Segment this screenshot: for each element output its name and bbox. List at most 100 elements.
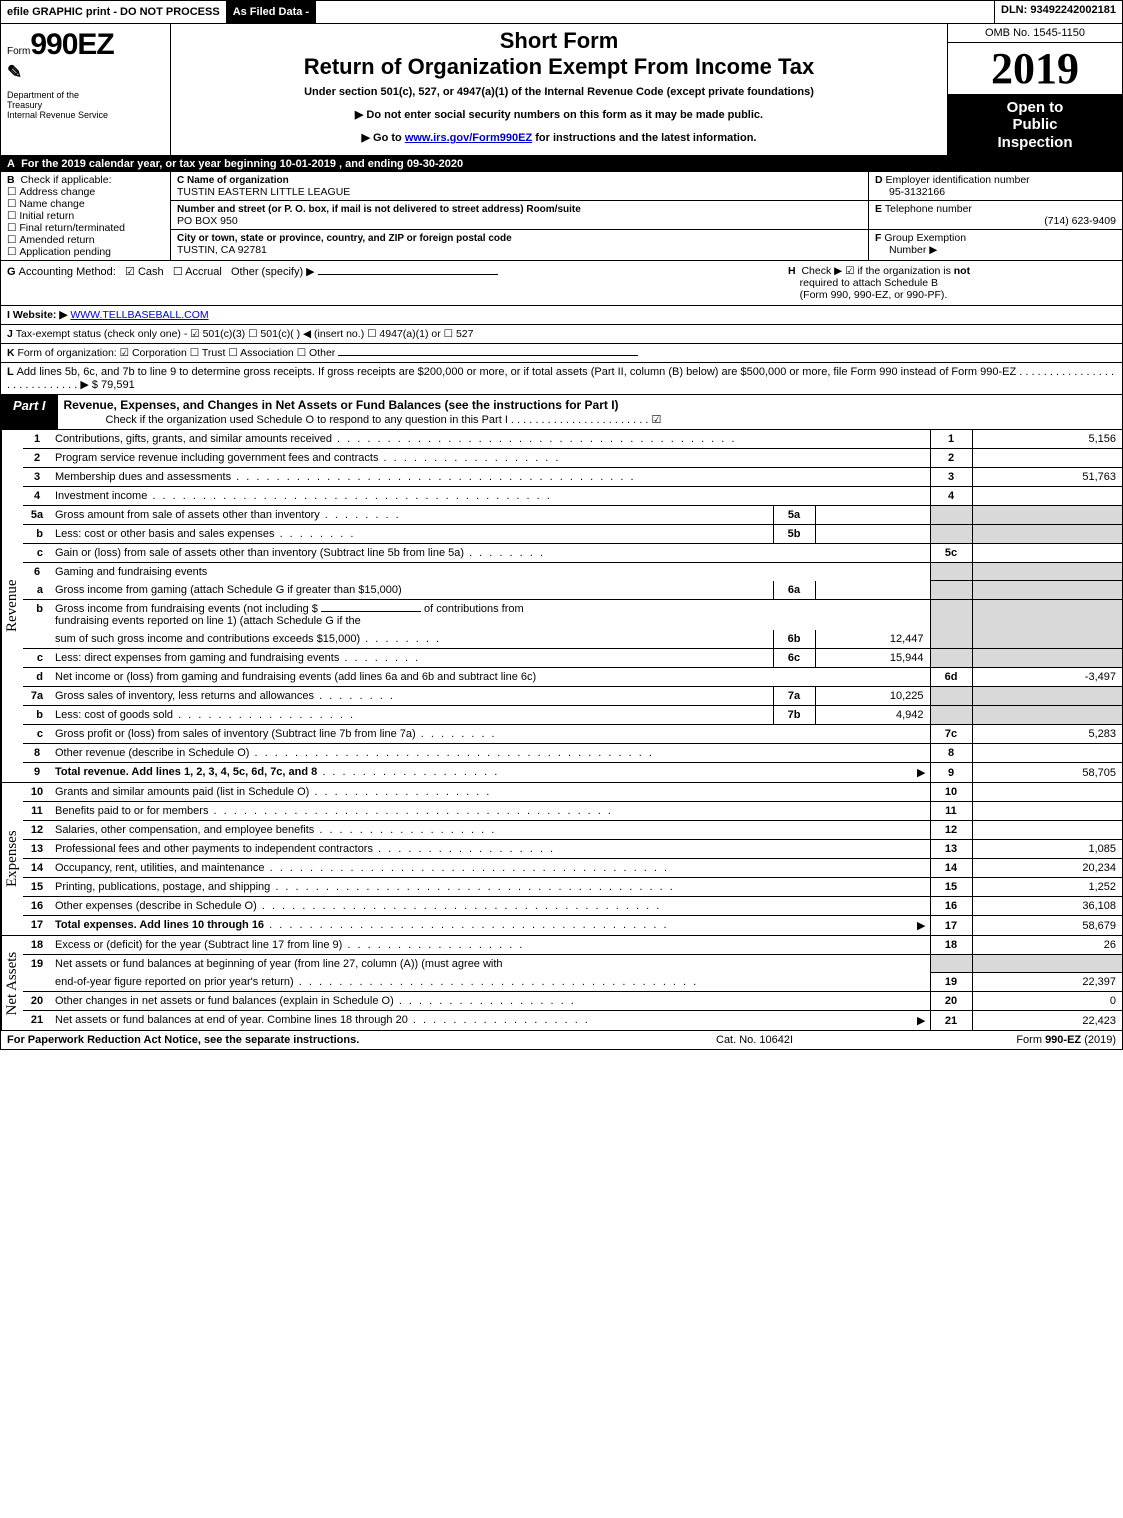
line-13: 13 Professional fees and other payments … xyxy=(23,839,1122,858)
chk-name-change[interactable]: ☐ Name change xyxy=(7,198,164,210)
line-5c: c Gain or (loss) from sale of assets oth… xyxy=(23,543,1122,562)
c-city-label: City or town, state or province, country… xyxy=(177,233,512,244)
h-text2: required to attach Schedule B xyxy=(800,277,938,289)
line-12: 12 Salaries, other compensation, and emp… xyxy=(23,820,1122,839)
line-4: 4 Investment income 4 xyxy=(23,486,1122,505)
page-footer: For Paperwork Reduction Act Notice, see … xyxy=(1,1030,1122,1049)
part1-label: Part I xyxy=(1,395,58,429)
g-other-input[interactable] xyxy=(318,274,498,275)
dept-treasury: Department of the Treasury Internal Reve… xyxy=(7,90,164,120)
efile-print-label: efile GRAPHIC print - DO NOT PROCESS xyxy=(1,1,227,23)
l-gross-receipts-row: L Add lines 5b, 6c, and 7b to line 9 to … xyxy=(1,363,1122,395)
line-9: 9 Total revenue. Add lines 1, 2, 3, 4, 5… xyxy=(23,762,1122,782)
footer-left: For Paperwork Reduction Act Notice, see … xyxy=(7,1034,716,1046)
revenue-block: Revenue 1 Contributions, gifts, grants, … xyxy=(1,430,1122,783)
d-tel-value: (714) 623-9409 xyxy=(875,215,1116,227)
b-check-if-applicable: B Check if applicable: ☐ Address change … xyxy=(1,172,171,260)
line-7a: 7a Gross sales of inventory, less return… xyxy=(23,686,1122,705)
header-mid: Short Form Return of Organization Exempt… xyxy=(171,24,947,155)
open-line1: Open to xyxy=(1007,99,1064,116)
gh-row: G Accounting Method: ☑ Cash ☐ Accrual Ot… xyxy=(1,261,1122,306)
j-text: Tax-exempt status (check only one) - ☑ 5… xyxy=(16,328,474,340)
header-left: Form990EZ ✎ Department of the Treasury I… xyxy=(1,24,171,155)
chk-application-pending[interactable]: ☐ Application pending xyxy=(7,246,164,258)
h-text3: (Form 990, 990-EZ, or 990-PF). xyxy=(800,289,948,301)
line-6: 6 Gaming and fundraising events xyxy=(23,562,1122,581)
line-6c: c Less: direct expenses from gaming and … xyxy=(23,648,1122,667)
c-city-row: City or town, state or province, country… xyxy=(171,230,868,258)
part1-check-note: Check if the organization used Schedule … xyxy=(64,414,662,426)
line-19-2: end-of-year figure reported on prior yea… xyxy=(23,973,1122,992)
open-line2: Public xyxy=(1012,116,1057,133)
line-6d: d Net income or (loss) from gaming and f… xyxy=(23,667,1122,686)
line-19-1: 19 Net assets or fund balances at beginn… xyxy=(23,954,1122,973)
form-number: Form990EZ xyxy=(7,28,164,62)
chk-accrual[interactable]: ☐ Accrual xyxy=(173,266,222,278)
tax-year: 2019 xyxy=(948,43,1122,95)
line-6a: a Gross income from gaming (attach Sched… xyxy=(23,581,1122,600)
form-prefix: Form xyxy=(7,46,30,57)
footer-catno: Cat. No. 10642I xyxy=(716,1034,916,1046)
c-addr-label: Number and street (or P. O. box, if mail… xyxy=(177,204,581,215)
dept-line1: Department of the xyxy=(7,90,79,100)
part1-title-row: Part I Revenue, Expenses, and Changes in… xyxy=(1,395,1122,430)
chk-cash[interactable]: ☑ Cash xyxy=(125,266,164,278)
line-7c: c Gross profit or (loss) from sales of i… xyxy=(23,724,1122,743)
line-6b-1: b Gross income from fundraising events (… xyxy=(23,599,1122,630)
line-7b: b Less: cost of goods sold 7b 4,942 xyxy=(23,705,1122,724)
l-text: Add lines 5b, 6c, and 7b to line 9 to de… xyxy=(7,366,1114,391)
i-website-link[interactable]: WWW.TELLBASEBALL.COM xyxy=(70,309,208,321)
line-1: 1 Contributions, gifts, grants, and simi… xyxy=(23,430,1122,449)
d-col: D Employer identification number 95-3132… xyxy=(869,172,1122,260)
sidelabel-revenue: Revenue xyxy=(1,430,23,782)
chk-address-change[interactable]: ☐ Address change xyxy=(7,186,164,198)
c-addr-row: Number and street (or P. O. box, if mail… xyxy=(171,201,868,230)
bcd-block: B Check if applicable: ☐ Address change … xyxy=(1,172,1122,261)
expenses-block: Expenses 10 Grants and similar amounts p… xyxy=(1,783,1122,936)
d-tel-row: E Telephone number (714) 623-9409 xyxy=(869,201,1122,230)
part1-title: Revenue, Expenses, and Changes in Net As… xyxy=(58,395,1122,429)
omb-number: OMB No. 1545-1150 xyxy=(948,24,1122,43)
line-2: 2 Program service revenue including gove… xyxy=(23,448,1122,467)
j-tax-exempt-row: J Tax-exempt status (check only one) - ☑… xyxy=(1,325,1122,344)
dln-label: DLN: 93492242002181 xyxy=(994,1,1122,23)
form-header: Form990EZ ✎ Department of the Treasury I… xyxy=(1,23,1122,156)
chk-amended-return[interactable]: ☐ Amended return xyxy=(7,234,164,246)
d-grp-label2: Number ▶ xyxy=(875,244,937,256)
chk-final-return[interactable]: ☐ Final return/terminated xyxy=(7,222,164,234)
i-label: Website: ▶ xyxy=(13,309,68,321)
h-schedule-b: H Check ▶ ☑ if the organization is not r… xyxy=(782,261,1122,305)
g-label: Accounting Method: xyxy=(19,266,116,278)
sidelabel-netassets: Net Assets xyxy=(1,936,23,1031)
netassets-table: 18 Excess or (deficit) for the year (Sub… xyxy=(23,936,1122,1031)
line-21: 21 Net assets or fund balances at end of… xyxy=(23,1011,1122,1031)
k-other-input[interactable] xyxy=(338,355,638,356)
as-filed-label: As Filed Data - xyxy=(227,1,316,23)
line-5b: b Less: cost or other basis and sales ex… xyxy=(23,524,1122,543)
revenue-table: 1 Contributions, gifts, grants, and simi… xyxy=(23,430,1122,782)
line-5a: 5a Gross amount from sale of assets othe… xyxy=(23,505,1122,524)
goto-irs: ▶ Go to www.irs.gov/Form990EZ for instru… xyxy=(177,131,941,144)
line-18: 18 Excess or (deficit) for the year (Sub… xyxy=(23,936,1122,955)
open-to-public: Open to Public Inspection xyxy=(948,95,1122,155)
title-return: Return of Organization Exempt From Incom… xyxy=(177,54,941,80)
chk-initial-return[interactable]: ☐ Initial return xyxy=(7,210,164,222)
header-right: OMB No. 1545-1150 2019 Open to Public In… xyxy=(947,24,1122,155)
g-accounting-method: G Accounting Method: ☑ Cash ☐ Accrual Ot… xyxy=(1,261,782,305)
line-16: 16 Other expenses (describe in Schedule … xyxy=(23,896,1122,915)
h-text1: Check ▶ ☑ if the organization is xyxy=(801,265,953,277)
d-grp-row: F Group Exemption Number ▶ xyxy=(869,230,1122,258)
goto-link[interactable]: www.irs.gov/Form990EZ xyxy=(405,132,532,144)
d-ein-row: D Employer identification number 95-3132… xyxy=(869,172,1122,201)
d-tel-label: Telephone number xyxy=(885,203,972,215)
dept-line3: Internal Revenue Service xyxy=(7,110,108,120)
dept-line2: Treasury xyxy=(7,100,42,110)
row-a-text: For the 2019 calendar year, or tax year … xyxy=(21,158,463,170)
c-addr-value: PO BOX 950 xyxy=(177,215,238,227)
k-form-of-org-row: K Form of organization: ☑ Corporation ☐ … xyxy=(1,344,1122,363)
sidelabel-expenses: Expenses xyxy=(1,783,23,935)
c-name-label: Name of organization xyxy=(187,175,289,186)
line-10: 10 Grants and similar amounts paid (list… xyxy=(23,783,1122,802)
form-page: efile GRAPHIC print - DO NOT PROCESS As … xyxy=(0,0,1123,1050)
line6b-blank[interactable] xyxy=(321,611,421,612)
